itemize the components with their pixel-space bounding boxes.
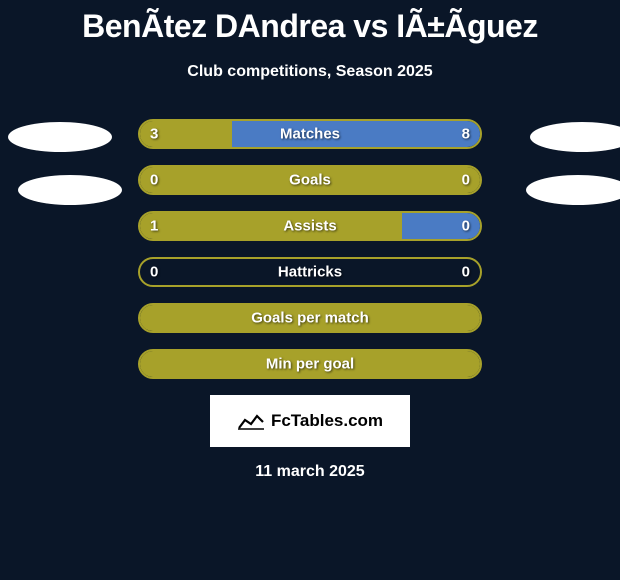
stat-value-left: 1 <box>150 218 158 235</box>
stat-bar: Goals 0 0 <box>138 165 482 195</box>
footer-brand-box[interactable]: FcTables.com <box>210 395 410 447</box>
stat-value-left: 3 <box>150 126 158 143</box>
stat-bar: Min per goal <box>138 349 482 379</box>
stat-label: Goals <box>289 172 331 189</box>
stat-row: Goals per match <box>0 303 620 333</box>
stat-row: Hattricks 0 0 <box>0 257 620 287</box>
stat-value-left: 0 <box>150 264 158 281</box>
stat-row: Min per goal <box>0 349 620 379</box>
stat-value-right: 0 <box>462 172 470 189</box>
stat-label: Goals per match <box>251 310 369 327</box>
date-label: 11 march 2025 <box>0 463 620 481</box>
stat-label: Assists <box>283 218 336 235</box>
stat-bar: Matches 3 8 <box>138 119 482 149</box>
stat-label: Hattricks <box>278 264 342 281</box>
page-subtitle: Club competitions, Season 2025 <box>0 63 620 81</box>
player-avatar-placeholder <box>8 122 112 152</box>
stat-bar: Goals per match <box>138 303 482 333</box>
footer-brand-text: FcTables.com <box>271 411 383 431</box>
stat-label: Matches <box>280 126 340 143</box>
stat-bar-left <box>140 213 402 239</box>
page-title: BenÃ­tez DAndrea vs IÃ±Ã­guez <box>0 0 620 45</box>
stat-bar: Hattricks 0 0 <box>138 257 482 287</box>
stat-bar: Assists 1 0 <box>138 211 482 241</box>
stat-value-left: 0 <box>150 172 158 189</box>
stat-value-right: 0 <box>462 218 470 235</box>
player-avatar-placeholder <box>526 175 620 205</box>
player-avatar-placeholder <box>18 175 122 205</box>
stat-value-right: 0 <box>462 264 470 281</box>
stat-label: Min per goal <box>266 356 354 373</box>
stats-area: Matches38Goals00Assists10Hattricks00Goal… <box>0 119 620 379</box>
stat-row: Assists 1 0 <box>0 211 620 241</box>
stat-value-right: 8 <box>462 126 470 143</box>
fctables-logo-icon <box>237 412 265 430</box>
stat-bar-right <box>232 121 480 147</box>
